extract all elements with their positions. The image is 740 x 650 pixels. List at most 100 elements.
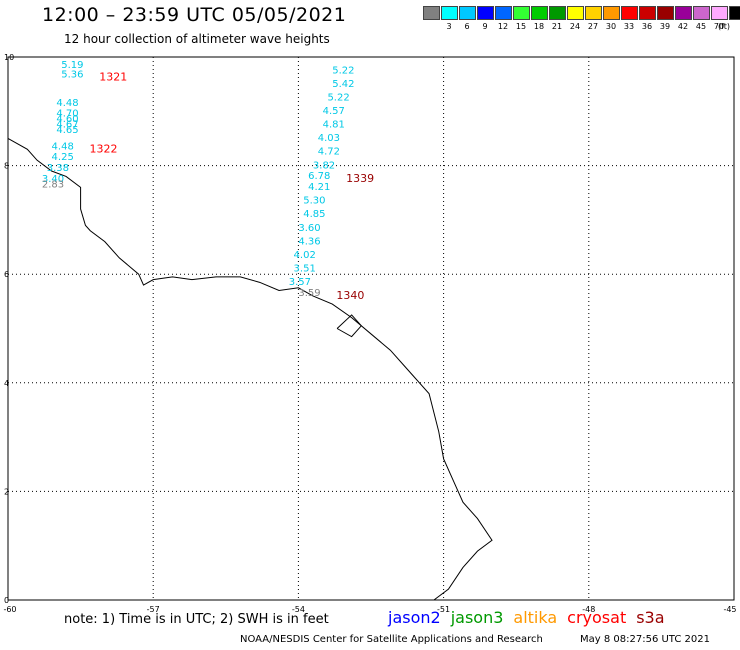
swh-label: 5.22 <box>327 92 349 103</box>
swh-label: 2.83 <box>42 179 64 190</box>
legend-swatch <box>620 6 638 20</box>
mission-label: jason2 <box>388 608 441 627</box>
legend-entry: 21 <box>548 6 566 31</box>
swh-label: 3.60 <box>298 223 320 234</box>
footnote: note: 1) Time is in UTC; 2) SWH is in fe… <box>64 612 329 627</box>
legend-swatch <box>476 6 494 20</box>
page-subtitle: 12 hour collection of altimeter wave hei… <box>64 32 330 46</box>
swh-label: 3.82 <box>313 160 335 171</box>
legend-label: 21 <box>551 22 563 31</box>
legend-entry: 27 <box>584 6 602 31</box>
swh-label: 4.25 <box>52 152 74 163</box>
mission-label: s3a <box>636 608 665 627</box>
y-tick-label: 0 <box>4 596 9 605</box>
swh-label: 4.36 <box>298 236 320 247</box>
track-time-label: 1322 <box>90 142 118 155</box>
x-tick-label: -54 <box>292 605 305 614</box>
credit-line: NOAA/NESDIS Center for Satellite Applica… <box>240 634 543 645</box>
track-time-label: 1321 <box>99 71 127 84</box>
y-tick-label: 2 <box>4 487 9 496</box>
swh-label: 5.19 <box>61 60 83 71</box>
legend-swatch <box>566 6 584 20</box>
legend-swatch <box>602 6 620 20</box>
swh-label: 3.57 <box>289 277 311 288</box>
legend-swatch <box>530 6 548 20</box>
legend-unit: (ft) <box>718 22 731 31</box>
legend-entry: 36 <box>638 6 656 31</box>
x-tick-label: -60 <box>3 605 16 614</box>
legend-label: 70 <box>713 22 725 31</box>
legend-entry: 24 <box>566 6 584 31</box>
y-tick-label: 8 <box>4 162 9 171</box>
legend-label: 6 <box>464 22 470 31</box>
legend-label: 36 <box>641 22 653 31</box>
map-frame <box>7 56 735 601</box>
swh-label: 5.36 <box>61 70 83 81</box>
legend-entry: 3 <box>440 6 458 31</box>
wave-height-legend: 3 6 9 12 15 18 21 24 27 30 33 36 39 42 45 70 <box>422 6 740 31</box>
track-time-label: 1340 <box>336 289 364 302</box>
y-tick-label: 6 <box>4 270 9 279</box>
legend-swatch <box>494 6 512 20</box>
swh-label: 4.57 <box>323 106 345 117</box>
legend-label: 30 <box>605 22 617 31</box>
legend-label: 24 <box>569 22 581 31</box>
swh-label: 4.21 <box>308 182 330 193</box>
mission-legend: jason2 jason3 altika cryosat s3a <box>388 608 675 627</box>
swh-label: 4.81 <box>323 120 345 131</box>
x-tick-label: -45 <box>723 605 736 614</box>
legend-swatch <box>422 6 440 20</box>
legend-entry: 45 <box>692 6 710 31</box>
legend-label: 18 <box>533 22 545 31</box>
legend-label: 9 <box>482 22 488 31</box>
legend-label: 39 <box>659 22 671 31</box>
legend-entry: 12 <box>494 6 512 31</box>
legend-label: 27 <box>587 22 599 31</box>
legend-swatch <box>728 6 740 20</box>
swh-label: 3.40 <box>42 174 64 185</box>
legend-swatch <box>710 6 728 20</box>
legend-label: 42 <box>677 22 689 31</box>
track-time-label: 1339 <box>346 172 374 185</box>
swh-label: 4.67 <box>56 120 78 131</box>
legend-entry: 33 <box>620 6 638 31</box>
mission-label: altika <box>513 608 558 627</box>
swh-label: 4.48 <box>56 98 78 109</box>
swh-label: 4.85 <box>303 209 325 220</box>
swh-label: 3.51 <box>294 263 316 274</box>
legend-label: 33 <box>623 22 635 31</box>
legend-entry <box>422 6 440 31</box>
legend-entry: 39 <box>656 6 674 31</box>
legend-swatch <box>692 6 710 20</box>
swh-label: 3.38 <box>47 163 69 174</box>
legend-label: 45 <box>695 22 707 31</box>
legend-label: 12 <box>497 22 509 31</box>
legend-swatch <box>512 6 530 20</box>
swh-label: 4.70 <box>56 109 78 120</box>
generated-time: May 8 08:27:56 UTC 2021 <box>580 634 710 645</box>
legend-swatch <box>548 6 566 20</box>
legend-swatch <box>584 6 602 20</box>
mission-label: cryosat <box>567 608 627 627</box>
legend-entry <box>728 6 740 31</box>
legend-entry: 15 <box>512 6 530 31</box>
legend-entry: 9 <box>476 6 494 31</box>
swh-label: 5.42 <box>332 79 354 90</box>
swh-label: 6.78 <box>308 171 330 182</box>
x-tick-label: -48 <box>582 605 595 614</box>
x-tick-label: -57 <box>147 605 160 614</box>
legend-entry: 6 <box>458 6 476 31</box>
swh-label: 5.30 <box>303 196 325 207</box>
legend-label: 15 <box>515 22 527 31</box>
swh-label: 4.72 <box>318 147 340 158</box>
page-title: 12:00 – 23:59 UTC 05/05/2021 <box>42 4 347 26</box>
legend-swatch <box>656 6 674 20</box>
legend-label: 3 <box>446 22 452 31</box>
mission-label: jason3 <box>450 608 504 627</box>
legend-entry: 18 <box>530 6 548 31</box>
swh-label: 3.59 <box>298 288 320 299</box>
legend-swatch <box>674 6 692 20</box>
swh-label: 4.03 <box>318 133 340 144</box>
swh-label: 4.48 <box>52 141 74 152</box>
